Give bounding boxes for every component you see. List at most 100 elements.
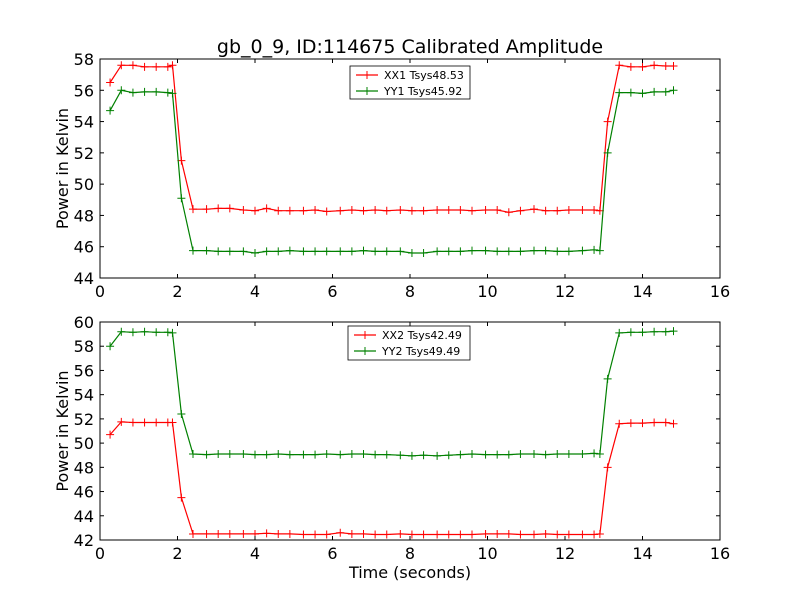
- top-plot-y-tick-label: 44: [74, 269, 94, 288]
- bottom-plot-series-yy2-point: [177, 410, 186, 419]
- bottom-plot-series-xx2-point: [359, 529, 368, 538]
- bottom-plot-series-yy2-point: [299, 450, 308, 459]
- bottom-plot-series-xx2-point: [322, 530, 331, 539]
- bottom-plot-series-xx2-point: [444, 530, 453, 539]
- top-plot-series-yy1-point: [359, 246, 368, 255]
- bottom-plot-series-yy2-point: [590, 449, 599, 458]
- bottom-plot-series-yy2-point: [382, 450, 391, 459]
- top-plot-x-tick-label: 0: [95, 282, 105, 301]
- bottom-plot-series-xx2-point: [262, 529, 271, 538]
- top-plot-y-tick-label: 56: [74, 81, 94, 100]
- top-plot-series-yy1-point: [117, 86, 126, 95]
- bottom-plot-series-xx2-point: [347, 529, 356, 538]
- top-plot-series-xx1-point: [152, 62, 161, 71]
- bottom-plot-series-xx2-point: [650, 418, 659, 427]
- top-plot-series-xx1-point: [669, 62, 678, 71]
- bottom-plot-series-xx2-line: [109, 421, 674, 536]
- top-plot-series-yy1-point: [285, 246, 294, 255]
- top-plot-series-xx1-point: [140, 62, 149, 71]
- top-plot-series-xx1-point: [202, 205, 211, 214]
- top-plot-series-yy1-point: [433, 247, 442, 256]
- bottom-plot-legend-box: [347, 325, 471, 361]
- top-plot-legend-label-xx1: XX1 Tsys48.53: [384, 69, 464, 82]
- top-plot-x-tick-label: 2: [172, 282, 182, 301]
- top-plot-series-xx1-point: [106, 78, 115, 87]
- bottom-plot-series-xx2-point: [541, 529, 550, 538]
- bottom-plot-series-yy2-point: [407, 451, 416, 460]
- top-plot-series-xx1-point: [578, 205, 587, 214]
- top-plot-y-tick-label: 46: [74, 238, 94, 257]
- bottom-plot-series-yy2-point: [239, 450, 248, 459]
- top-plot-series-yy1-point: [481, 246, 490, 255]
- top-plot-series-yy1-point: [650, 87, 659, 96]
- top-plot-series-xx1-point: [274, 206, 283, 215]
- bottom-plot-series-yy2-point: [274, 450, 283, 459]
- bottom-plot-series-xx2-point: [117, 417, 126, 426]
- bottom-plot-series-xx2-point: [590, 530, 599, 539]
- bottom-plot-series-yy2-point: [128, 328, 137, 337]
- top-plot-series-xx1-point: [493, 205, 502, 214]
- top-plot-series-yy1-point: [516, 247, 525, 256]
- bottom-plot-series-xx2-point: [468, 530, 476, 539]
- bottom-plot-x-tick-label: 14: [632, 544, 652, 563]
- bottom-plot-series-yy2-point: [163, 328, 172, 337]
- top-plot-series-yy1-point: [128, 88, 137, 97]
- bottom-plot-series-yy2-point: [396, 451, 405, 460]
- bottom-plot-y-axis-label: Power in Kelvin: [53, 370, 72, 491]
- bottom-plot-series-yy2-point: [371, 450, 380, 459]
- bottom-plot-series-yy2-point: [419, 451, 428, 460]
- top-plot-series-yy1-point: [396, 247, 405, 256]
- bottom-plot-series-yy2-point: [603, 374, 612, 383]
- bottom-plot-series-yy2-point: [530, 450, 538, 459]
- top-plot-series-xx1-point: [433, 205, 442, 214]
- top-plot-legend: XX1 Tsys48.53 YY1 Tsys45.92: [349, 65, 471, 100]
- bottom-plot-series-xx2-point: [595, 529, 604, 538]
- top-plot-series-xx1-point: [311, 205, 320, 214]
- top-plot-series-yy1-point: [262, 247, 271, 256]
- bottom-plot-series-xx2-point: [336, 528, 345, 537]
- bottom-plot-series-xx2-point: [553, 530, 562, 539]
- top-plot-series-yy1-point: [595, 246, 604, 255]
- top-plot-x-tick-label: 12: [555, 282, 575, 301]
- top-plot-series-yy1-point: [189, 246, 197, 255]
- bottom-plot-x-tick-label: 10: [477, 544, 497, 563]
- top-plot-series-yy1-point: [382, 247, 391, 256]
- bottom-plot-series-yy2-point: [615, 328, 624, 337]
- top-plot-x-tick-label: 4: [250, 282, 260, 301]
- top-plot-series-yy1-point: [407, 248, 416, 257]
- top-plot-x-tick-label: 16: [710, 282, 730, 301]
- top-plot-series-xx1-point: [128, 61, 137, 70]
- bottom-plot-series-yy2-point: [516, 450, 525, 459]
- top-plot-series-xx1-point: [299, 206, 308, 215]
- bottom-plot-series-xx2-point: [626, 419, 635, 428]
- bottom-plot-series-xx2-point: [456, 530, 465, 539]
- top-plot-series-xx1-point: [163, 62, 172, 71]
- top-plot-series-yy1-point: [669, 86, 678, 95]
- bottom-plot-y-tick-label: 58: [74, 337, 94, 356]
- bottom-plot-series-yy2-point: [285, 450, 294, 459]
- top-plot-series-xx1-point: [615, 61, 624, 70]
- bottom-plot-y-tick-label: 50: [74, 434, 94, 453]
- top-plot-series-xx1-point: [322, 207, 331, 216]
- top-plot-series-xx1-point: [553, 206, 562, 215]
- top-plot-series-yy1-point: [468, 246, 476, 255]
- bottom-plot-series-yy2-point: [669, 327, 678, 336]
- top-plot-series-yy1-point: [444, 247, 453, 256]
- top-plot-series-yy1-point: [419, 248, 428, 257]
- top-plot-series-xx1-point: [117, 61, 126, 70]
- bottom-plot-series-xx2-point: [299, 530, 308, 539]
- bottom-plot-series-xx2-point: [311, 530, 320, 539]
- bottom-plot-series-xx2-point: [152, 418, 161, 427]
- bottom-plot-series-xx2-point: [177, 493, 186, 502]
- top-plot-series-yy1-point: [504, 247, 513, 256]
- top-plot-series-xx1-point: [661, 62, 670, 71]
- top-plot-series-yy1-line: [109, 89, 674, 254]
- top-plot-y-axis-label: Power in Kelvin: [53, 108, 72, 229]
- bottom-plot-series-xx2-point: [382, 530, 391, 539]
- bottom-plot-series-yy2-point: [251, 450, 259, 459]
- bottom-plot-series-yy2-point: [650, 327, 659, 336]
- top-plot-series-xx1-point: [251, 206, 259, 215]
- top-plot-series-xx1-point: [530, 205, 538, 214]
- top-plot-series-yy1-point: [251, 248, 259, 257]
- top-plot-series-xx1-point: [382, 206, 391, 215]
